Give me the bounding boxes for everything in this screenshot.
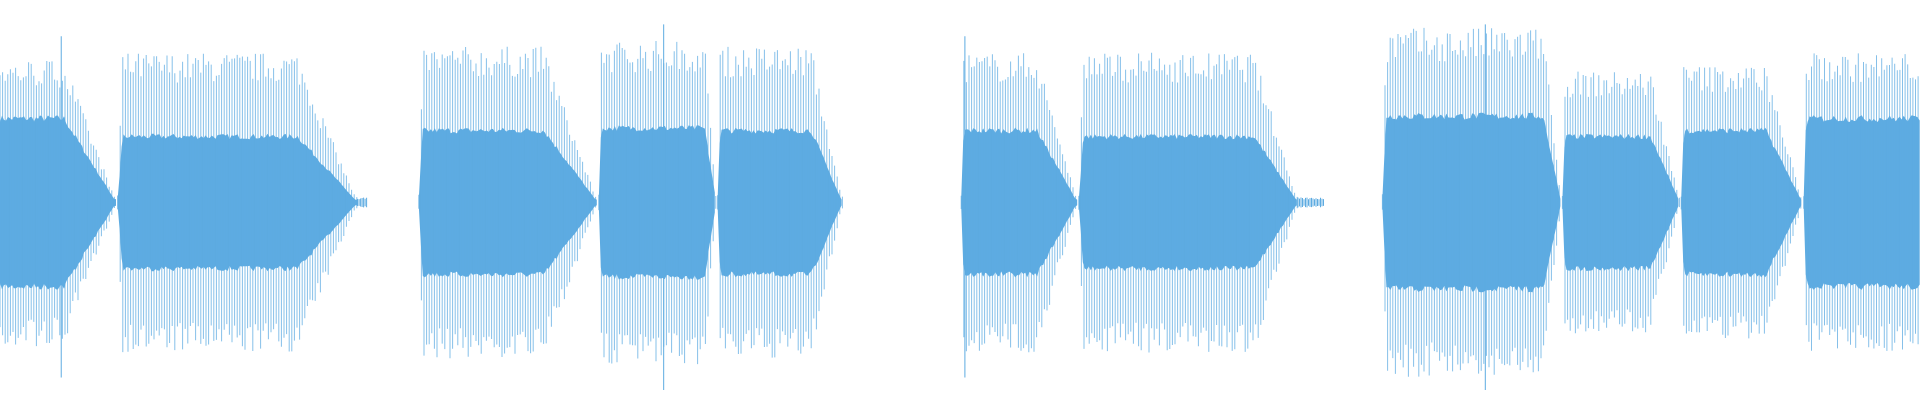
waveform-tail [357, 197, 368, 208]
waveform-spikes [1561, 71, 1680, 334]
waveform-tail [1297, 197, 1324, 208]
waveform-spikes [117, 53, 358, 353]
waveform-spikes [717, 46, 843, 358]
waveform-spikes [1078, 52, 1298, 353]
waveform-body [1382, 112, 1561, 293]
waveform-spikes [1680, 67, 1802, 339]
waveform-spikes [418, 46, 597, 359]
waveform-spikes [0, 61, 115, 347]
waveform-spikes [1381, 27, 1560, 377]
waveform-spikes [1803, 53, 1919, 351]
waveform-spikes [960, 53, 1077, 353]
